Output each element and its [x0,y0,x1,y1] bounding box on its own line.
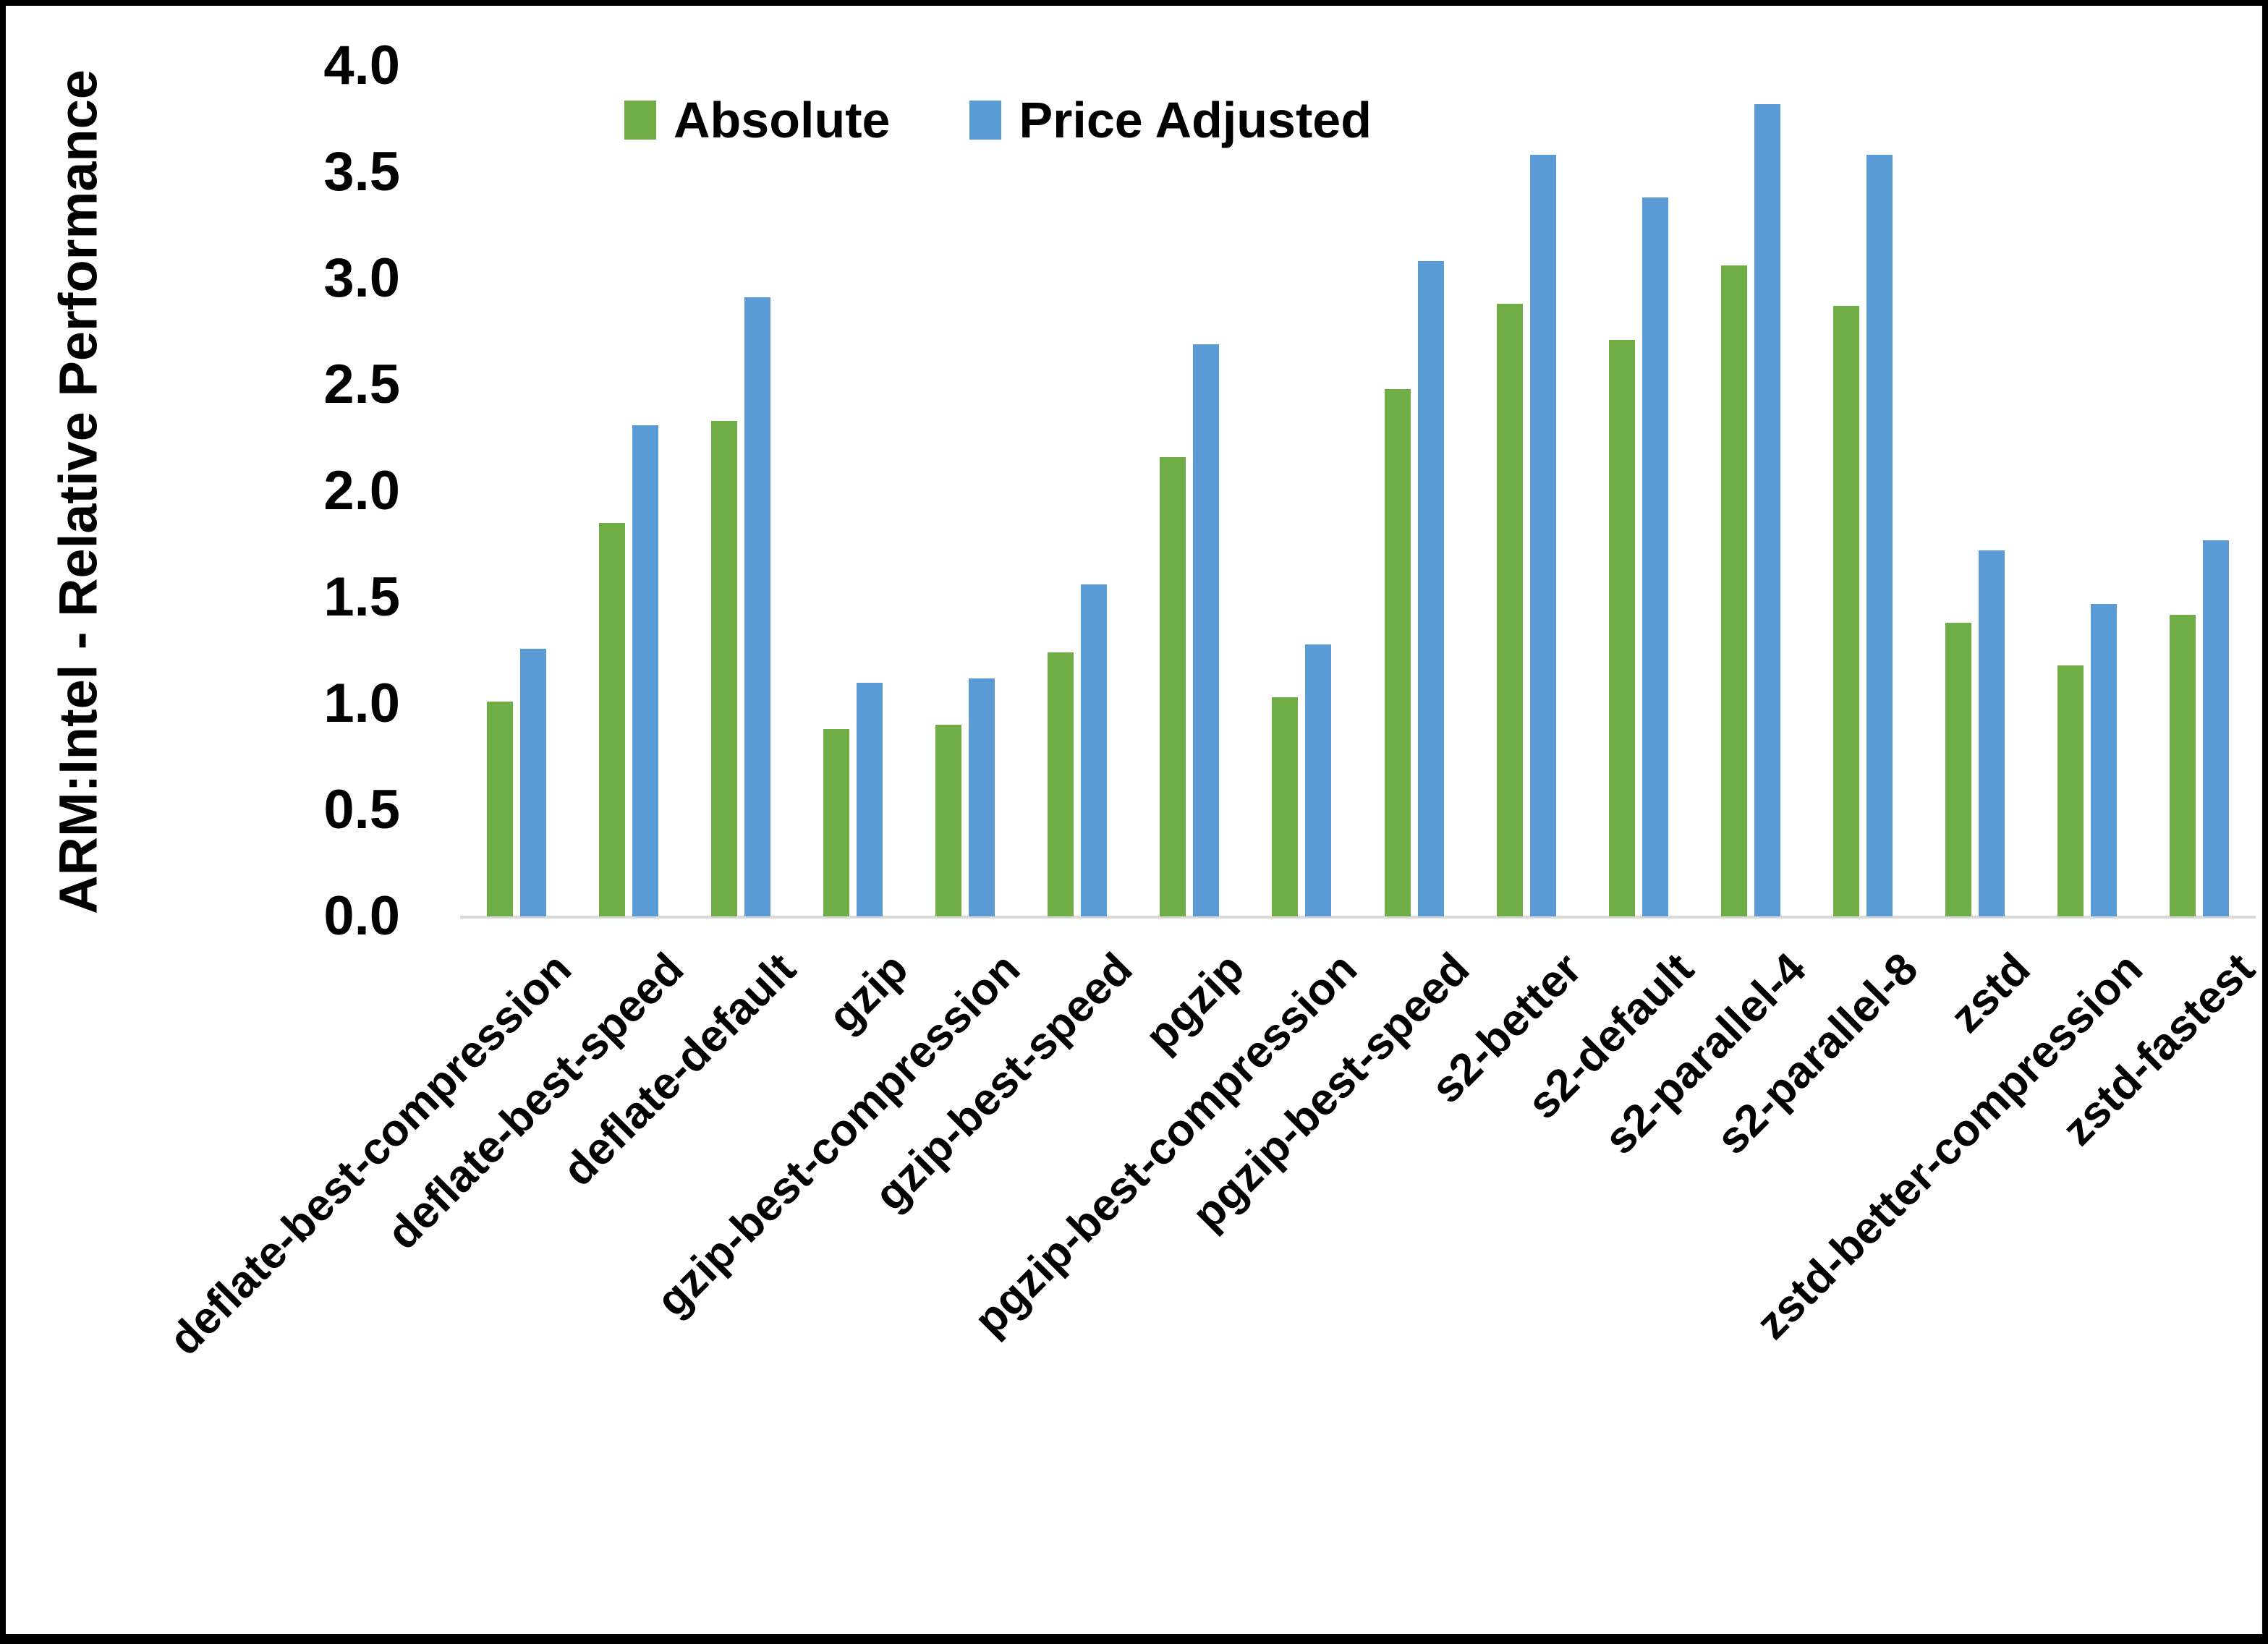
bar-price-adjusted-gzip-best-compression [969,678,995,916]
bar-price-adjusted-pgzip-best-compression [1305,644,1331,916]
y-tick-label-3.5: 3.5 [323,145,400,200]
bar-price-adjusted-pgzip [1193,344,1219,916]
bar-group-s2-parallel-4 [1694,66,1806,916]
bar-group-zstd-better-compression [2031,66,2144,916]
y-tick-label-2.5: 2.5 [323,357,400,412]
bar-absolute-gzip [823,729,849,916]
bar-price-adjusted-gzip [857,683,883,916]
bar-absolute-s2-better [1497,304,1523,916]
bar-price-adjusted-s2-better [1530,155,1556,916]
bar-group-s2-default [1582,66,1694,916]
bar-absolute-gzip-best-compression [935,725,961,916]
bar-absolute-s2-parallel-4 [1721,265,1747,916]
bar-absolute-pgzip [1160,457,1186,916]
x-tick-label-zstd: zstd [1941,943,2041,1043]
bar-group-deflate-best-speed [572,66,684,916]
bar-price-adjusted-deflate-best-compression [520,649,546,916]
y-tick-label-1.5: 1.5 [323,570,400,625]
bar-absolute-deflate-default [711,421,737,916]
bar-group-gzip-best-speed [1022,66,1134,916]
bar-group-zstd-fastest [2144,66,2256,916]
bar-group-pgzip-best-compression [1246,66,1358,916]
bar-group-deflate-default [684,66,797,916]
bar-group-s2-parallel-8 [1807,66,1919,916]
bar-price-adjusted-zstd-fastest [2203,540,2229,916]
bar-group-gzip-best-compression [909,66,1022,916]
y-tick-label-3.0: 3.0 [323,251,400,306]
bar-absolute-zstd-fastest [2170,615,2196,916]
bar-absolute-zstd [1945,623,1971,916]
x-tick-label-gzip: gzip [818,943,918,1043]
y-tick-label-1.0: 1.0 [323,676,400,731]
bar-group-gzip [797,66,909,916]
chart-frame: ARM:Intel - Relative Performance Absolut… [0,0,2268,1644]
bar-price-adjusted-deflate-best-speed [632,425,658,916]
bar-absolute-s2-default [1609,340,1635,916]
y-tick-label-4.0: 4.0 [323,38,400,93]
bar-price-adjusted-deflate-default [744,297,770,916]
bar-price-adjusted-zstd-better-compression [2091,604,2117,916]
bar-absolute-pgzip-best-compression [1272,697,1298,916]
bar-group-zstd [1919,66,2031,916]
bar-group-deflate-best-compression [460,66,572,916]
bar-group-pgzip [1134,66,1246,916]
y-tick-label-0.0: 0.0 [323,889,400,944]
bar-absolute-zstd-better-compression [2057,665,2084,916]
bar-absolute-deflate-best-speed [599,523,625,916]
bar-price-adjusted-s2-parallel-8 [1866,155,1893,916]
bar-absolute-s2-parallel-8 [1833,306,1859,916]
bar-price-adjusted-s2-parallel-4 [1754,104,1780,916]
bar-price-adjusted-zstd [1979,550,2005,916]
bar-absolute-gzip-best-speed [1048,652,1074,916]
plot-area [460,66,2256,916]
bar-absolute-deflate-best-compression [487,702,513,916]
bar-price-adjusted-pgzip-best-speed [1418,261,1444,916]
bar-group-s2-better [1470,66,1582,916]
bar-group-pgzip-best-speed [1358,66,1470,916]
bar-price-adjusted-gzip-best-speed [1081,584,1107,916]
y-tick-label-2.0: 2.0 [323,464,400,519]
y-tick-label-0.5: 0.5 [323,783,400,838]
y-axis-tick-labels: 0.0 0.5 1.0 1.5 2.0 2.5 3.0 3.5 4.0 [6,6,400,946]
bar-absolute-pgzip-best-speed [1385,389,1411,916]
bar-price-adjusted-s2-default [1642,197,1668,916]
